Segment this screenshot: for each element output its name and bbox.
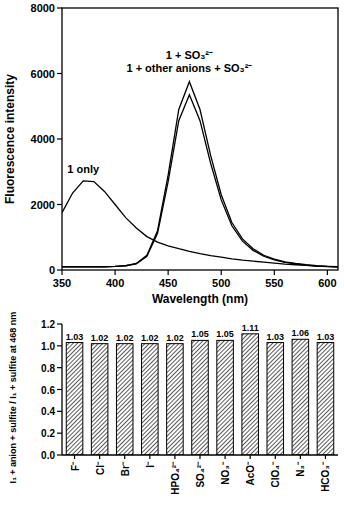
bar [267, 343, 284, 455]
lines [62, 82, 338, 267]
y-tick-label: 0.8 [41, 363, 55, 374]
x-tick [274, 270, 275, 275]
y-tick-label: 1.2 [41, 319, 55, 330]
y-tick-label: 0.0 [41, 450, 55, 461]
bar-chart: 1.03 1.02 1.02 1.02 1.02 1.05 1.05 1.11 1.03 1.06… [8, 312, 338, 495]
data-label: 1.02 [116, 333, 134, 343]
x-tick-label: 600 [318, 277, 336, 289]
x-tick-label: 500 [212, 277, 230, 289]
x-tick [99, 455, 100, 459]
data-label: 1.03 [317, 332, 335, 342]
y-tick [57, 433, 62, 434]
y-tick [57, 367, 62, 368]
x-tick-label: N₃⁻ [295, 461, 306, 477]
bar [167, 344, 184, 455]
data-label: 1.11 [242, 323, 259, 333]
x-tick [199, 455, 200, 459]
data-label: 1.03 [66, 332, 84, 342]
bar [217, 340, 234, 455]
x-tick-label: HCO₃⁻ [320, 461, 331, 492]
x-tick [74, 455, 75, 459]
y-tick [57, 323, 62, 324]
x-tick-label: ClO₄⁻ [270, 461, 281, 488]
data-label: 1.05 [191, 329, 209, 339]
x-tick-label: 350 [53, 277, 71, 289]
x-tick [149, 455, 150, 459]
x-tick-label: HPO₄²⁻ [170, 461, 181, 495]
bar [192, 340, 209, 455]
y-tick [57, 411, 62, 412]
y-tick [57, 7, 62, 8]
y-tick-label: 0 [49, 264, 55, 276]
x-tick [250, 455, 251, 459]
y-tick [57, 269, 62, 270]
bar [317, 343, 334, 455]
x-tick [168, 270, 169, 275]
bar [66, 343, 83, 455]
bar [116, 344, 133, 455]
data-label: 1.02 [166, 333, 184, 343]
x-tick-label: NO₃⁻ [220, 461, 231, 485]
series-label: 1 + other anions + SO₃²⁻ [126, 62, 252, 74]
series-label: 1 only [67, 163, 100, 175]
x-tick-label: SO₄²⁻ [195, 461, 206, 488]
x-tick [221, 270, 222, 275]
x-tick-label: I⁻ [145, 461, 156, 468]
x-tick [325, 455, 326, 459]
x-tick-label: Cl⁻ [95, 461, 106, 475]
x-tick-label: F⁻ [70, 461, 81, 471]
bar [142, 344, 159, 455]
series-line [62, 95, 338, 267]
x-tick-label: 550 [265, 277, 283, 289]
y-tick-label: 4000 [31, 133, 55, 145]
y-axis-label: Fluorescence intensity [3, 74, 17, 204]
x-tick [174, 455, 175, 459]
x-tick-label: 400 [106, 277, 124, 289]
data-label: 1.05 [216, 329, 234, 339]
x-tick-label: AcO⁻ [245, 461, 256, 486]
bar [91, 344, 108, 455]
y-tick-label: 0.4 [41, 406, 55, 417]
x-tick [124, 455, 125, 459]
y-tick-label: 0.2 [41, 428, 55, 439]
y-tick [57, 138, 62, 139]
series-line [62, 82, 338, 267]
x-tick [300, 455, 301, 459]
x-axis-label: Wavelength (nm) [152, 292, 248, 306]
bar [242, 334, 259, 455]
y-tick [57, 204, 62, 205]
data-label: 1.03 [267, 332, 285, 342]
x-tick-label: Br⁻ [120, 461, 131, 476]
x-tick-label: 450 [159, 277, 177, 289]
line-chart: 0 2000 4000 6000 8000 350 400 450 500 550 600 Wavel… [3, 2, 338, 306]
plot-frame [62, 8, 338, 270]
y-tick-label: 2000 [31, 199, 55, 211]
x-tick [114, 270, 115, 275]
y-tick [57, 345, 62, 346]
bars [66, 334, 333, 455]
y-tick-label: 0.6 [41, 385, 55, 396]
y-tick [57, 73, 62, 74]
y-axis-label: I₁ + anion + sulfite / I₁ + sulfite at 4… [8, 312, 18, 484]
x-tick [224, 455, 225, 459]
y-tick [57, 389, 62, 390]
y-tick-label: 1.0 [41, 341, 55, 352]
y-tick [57, 454, 62, 455]
figure: 0 2000 4000 6000 8000 350 400 450 500 550 600 Wavel… [0, 0, 344, 513]
series-line [62, 181, 338, 267]
x-tick [327, 270, 328, 275]
y-tick-label: 8000 [31, 2, 55, 14]
x-tick [61, 270, 62, 275]
data-label: 1.02 [91, 333, 109, 343]
y-tick-label: 6000 [31, 68, 55, 80]
bar [292, 339, 309, 455]
data-label: 1.02 [141, 333, 159, 343]
x-tick [275, 455, 276, 459]
series-label: 1 + SO₃²⁻ [166, 49, 213, 61]
data-label: 1.06 [292, 328, 310, 338]
